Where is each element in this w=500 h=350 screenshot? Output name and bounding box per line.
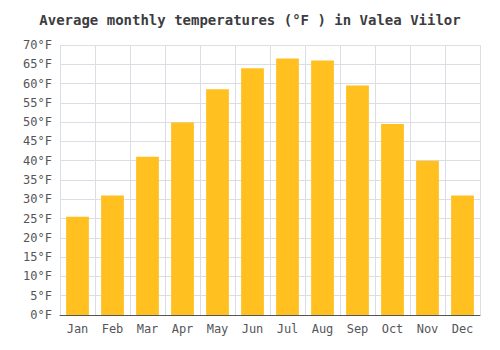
- svg-text:Average monthly temperatures (: Average monthly temperatures (°F ) in Va…: [39, 12, 460, 28]
- svg-text:Aug: Aug: [312, 322, 334, 336]
- svg-text:0°F: 0°F: [30, 308, 52, 322]
- svg-text:45°F: 45°F: [23, 134, 52, 148]
- svg-text:65°F: 65°F: [23, 57, 52, 71]
- svg-text:Apr: Apr: [172, 322, 194, 336]
- svg-text:Jul: Jul: [277, 322, 299, 336]
- svg-text:60°F: 60°F: [23, 77, 52, 91]
- svg-text:May: May: [207, 322, 229, 336]
- svg-text:10°F: 10°F: [23, 269, 52, 283]
- svg-text:30°F: 30°F: [23, 192, 52, 206]
- svg-text:Jan: Jan: [67, 322, 89, 336]
- svg-text:40°F: 40°F: [23, 154, 52, 168]
- svg-text:Oct: Oct: [382, 322, 404, 336]
- svg-text:20°F: 20°F: [23, 231, 52, 245]
- svg-text:Sep: Sep: [347, 322, 369, 336]
- svg-text:5°F: 5°F: [30, 289, 52, 303]
- svg-text:15°F: 15°F: [23, 250, 52, 264]
- svg-text:Jun: Jun: [242, 322, 264, 336]
- svg-text:Dec: Dec: [452, 322, 474, 336]
- svg-text:Feb: Feb: [102, 322, 124, 336]
- svg-text:Mar: Mar: [137, 322, 159, 336]
- svg-text:55°F: 55°F: [23, 96, 52, 110]
- svg-text:35°F: 35°F: [23, 173, 52, 187]
- svg-text:50°F: 50°F: [23, 115, 52, 129]
- svg-text:70°F: 70°F: [23, 38, 52, 52]
- svg-text:Nov: Nov: [417, 322, 439, 336]
- svg-text:25°F: 25°F: [23, 212, 52, 226]
